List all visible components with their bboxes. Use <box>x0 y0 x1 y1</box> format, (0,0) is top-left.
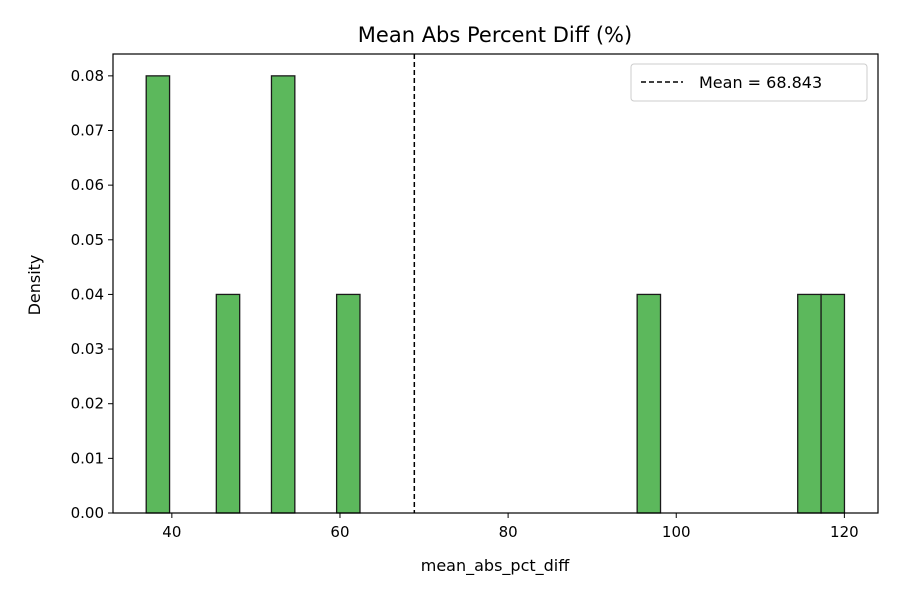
y-tick-label: 0.04 <box>71 285 104 303</box>
histogram-bar <box>145 75 171 514</box>
y-tick-label: 0.07 <box>71 122 104 140</box>
bars-group <box>145 75 846 514</box>
x-tick-label: 120 <box>830 523 859 541</box>
histogram-bar <box>215 293 241 514</box>
y-tick-label: 0.02 <box>71 395 104 413</box>
x-tick-label: 40 <box>162 523 181 541</box>
histogram-bar <box>270 75 296 514</box>
histogram-bar <box>820 293 846 514</box>
histogram-bar <box>636 293 662 514</box>
x-tick-label: 80 <box>499 523 518 541</box>
chart-title: Mean Abs Percent Diff (%) <box>358 23 632 47</box>
x-axis-ticks: 40 60 80 100 120 <box>162 513 859 541</box>
y-axis-label: Density <box>25 255 44 316</box>
x-axis-label: mean_abs_pct_diff <box>421 556 571 576</box>
legend-box <box>630 63 868 102</box>
histogram-bar <box>335 293 361 514</box>
y-tick-label: 0.08 <box>71 67 104 85</box>
y-tick-label: 0.01 <box>71 449 104 467</box>
histogram-bar <box>797 293 822 514</box>
y-tick-label: 0.03 <box>71 340 104 358</box>
legend-label: Mean = 68.843 <box>699 73 822 92</box>
plot-frame <box>112 53 879 514</box>
y-tick-label: 0.00 <box>71 504 104 522</box>
x-tick-label: 60 <box>330 523 349 541</box>
x-tick-label: 100 <box>662 523 691 541</box>
y-tick-label: 0.05 <box>71 231 104 249</box>
legend: Mean = 68.843 <box>630 63 868 102</box>
y-axis-ticks: 0.00 0.01 0.02 0.03 0.04 0.05 0.06 0.07 0.08 <box>71 67 113 522</box>
y-tick-label: 0.06 <box>71 176 104 194</box>
